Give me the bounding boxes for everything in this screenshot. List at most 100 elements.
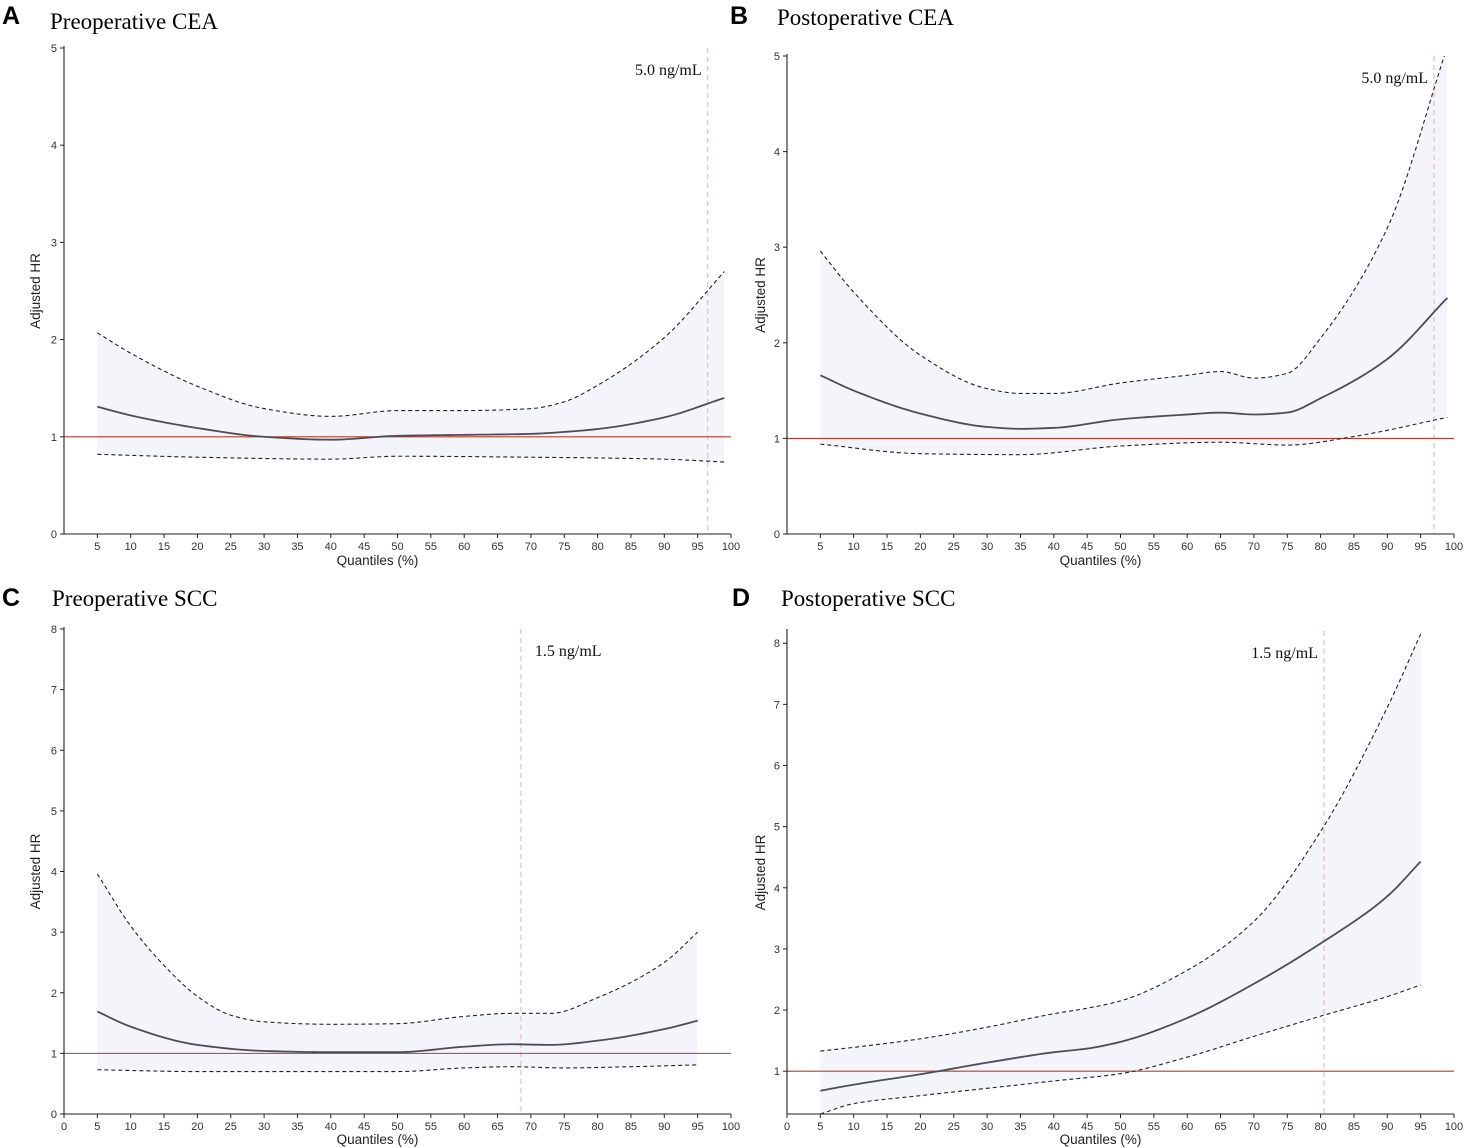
x-tick-label: 10	[848, 1121, 860, 1133]
x-tick-label: 85	[1348, 1121, 1360, 1133]
x-tick-label: 100	[1445, 541, 1463, 553]
cutoff-label: 1.5 ng/mL	[1251, 645, 1318, 662]
ci-band	[820, 56, 1448, 455]
x-tick-label: 55	[425, 541, 437, 553]
hr-line	[820, 860, 1422, 1092]
x-tick-label: 30	[258, 541, 270, 553]
y-tick-label: 3	[774, 944, 780, 956]
x-tick-label: 35	[291, 1121, 303, 1133]
x-tick-label: 25	[225, 1121, 237, 1133]
x-tick-label: 65	[1214, 1121, 1226, 1133]
y-tick-label: 6	[51, 745, 57, 757]
y-tick-label: 7	[774, 699, 780, 711]
x-tick-label: 95	[1415, 541, 1427, 553]
x-tick-label: 50	[391, 1121, 403, 1133]
x-tick-label: 10	[125, 1121, 137, 1133]
x-tick-label: 15	[881, 1121, 893, 1133]
x-tick-label: 70	[1248, 541, 1260, 553]
y-tick-label: 1	[51, 432, 57, 444]
hr-line	[819, 297, 1448, 430]
x-tick-label: 25	[225, 541, 237, 553]
x-tick-label: 90	[658, 541, 670, 553]
x-tick-label: 15	[158, 541, 170, 553]
x-tick-label: 20	[191, 1121, 203, 1133]
y-axis-title: Adjusted HR	[753, 257, 768, 333]
x-tick-label: 25	[948, 541, 960, 553]
x-tick-label: 50	[1114, 1121, 1126, 1133]
y-tick-label: 4	[774, 147, 780, 159]
x-axis-title: Quantiles (%)	[337, 553, 419, 568]
x-tick-label: 80	[591, 1121, 603, 1133]
panel-letter: D	[732, 584, 750, 612]
cutoff-label: 5.0 ng/mL	[635, 62, 702, 79]
y-tick-label: 3	[51, 927, 57, 939]
chart-title: Postoperative SCC	[781, 586, 955, 611]
x-tick-label: 45	[1081, 541, 1093, 553]
x-tick-label: 40	[325, 1121, 337, 1133]
x-tick-label: 100	[722, 1121, 740, 1133]
y-tick-label: 7	[51, 685, 57, 697]
x-tick-label: 5	[817, 1121, 823, 1133]
y-tick-label: 1	[51, 1048, 57, 1060]
y-tick-label: 2	[774, 338, 780, 350]
x-tick-label: 30	[258, 1121, 270, 1133]
ci-band	[97, 873, 698, 1072]
x-tick-label: 95	[692, 541, 704, 553]
x-tick-label: 55	[1148, 541, 1160, 553]
ci-upper-line	[820, 633, 1422, 1052]
ci-upper-line	[97, 271, 725, 417]
x-tick-label: 45	[1081, 1121, 1093, 1133]
x-tick-label: 65	[491, 1121, 503, 1133]
x-tick-label: 80	[591, 541, 603, 553]
x-tick-label: 35	[1014, 541, 1026, 553]
y-tick-label: 0	[51, 1109, 57, 1121]
x-tick-label: 85	[1348, 541, 1360, 553]
x-tick-label: 45	[358, 1121, 370, 1133]
y-tick-label: 6	[774, 761, 780, 773]
x-tick-label: 85	[625, 1121, 637, 1133]
x-tick-label: 90	[1381, 1121, 1393, 1133]
x-tick-label: 5	[94, 541, 100, 553]
x-tick-label: 60	[458, 1121, 470, 1133]
plot-area	[64, 629, 731, 1114]
x-tick-label: 20	[914, 1121, 926, 1133]
chart-title: Preoperative CEA	[50, 9, 218, 34]
y-tick-label: 0	[774, 529, 780, 541]
x-tick-label: 30	[981, 1121, 993, 1133]
x-tick-label: 75	[558, 1121, 570, 1133]
x-tick-label: 95	[1415, 1121, 1427, 1133]
x-tick-label: 60	[1181, 1121, 1193, 1133]
x-tick-label: 20	[191, 541, 203, 553]
y-tick-label: 8	[51, 624, 57, 636]
y-tick-label: 1	[774, 1066, 780, 1078]
x-tick-label: 60	[1181, 541, 1193, 553]
y-tick-label: 5	[51, 43, 57, 55]
x-tick-label: 75	[1281, 541, 1293, 553]
plot-area	[64, 48, 731, 534]
cutoff-label: 1.5 ng/mL	[535, 643, 602, 660]
x-tick-label: 40	[325, 541, 337, 553]
y-tick-label: 3	[774, 242, 780, 254]
x-tick-label: 15	[158, 1121, 170, 1133]
x-tick-label: 5	[94, 1121, 100, 1133]
x-tick-label: 20	[914, 541, 926, 553]
y-tick-label: 0	[51, 529, 57, 541]
x-tick-label: 50	[391, 541, 403, 553]
panel-letter: A	[2, 2, 20, 30]
x-tick-label: 70	[525, 1121, 537, 1133]
plot-area	[787, 631, 1454, 1114]
x-tick-label: 100	[1445, 1121, 1463, 1133]
x-tick-label: 50	[1114, 541, 1126, 553]
y-tick-label: 5	[774, 822, 780, 834]
y-tick-label: 4	[51, 140, 57, 152]
x-axis-title: Quantiles (%)	[337, 1132, 419, 1147]
x-tick-label: 55	[425, 1121, 437, 1133]
plot-area	[787, 56, 1454, 534]
x-tick-label: 0	[61, 1121, 67, 1133]
hr-line	[96, 1010, 698, 1054]
ci-lower-line	[97, 1064, 698, 1073]
x-tick-label: 35	[291, 541, 303, 553]
